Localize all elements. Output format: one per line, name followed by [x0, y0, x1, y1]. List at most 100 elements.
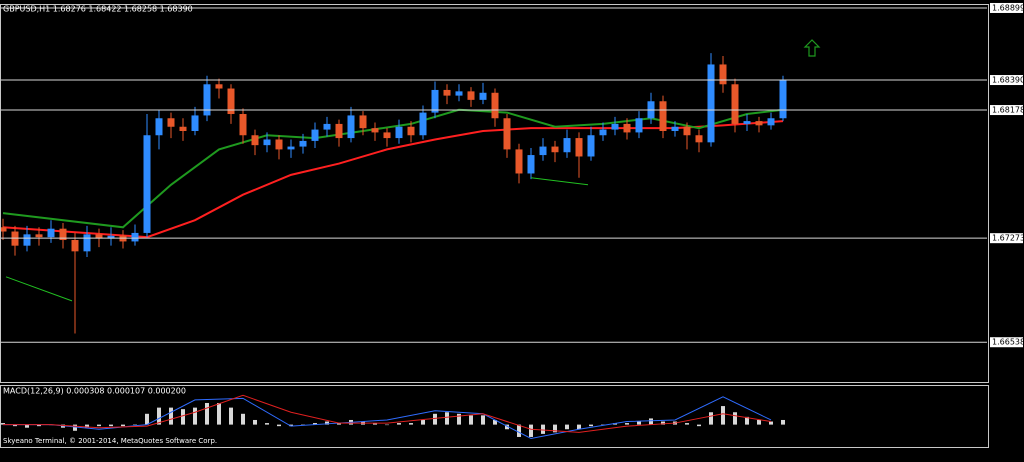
macd-bar [685, 423, 689, 425]
candle-body [215, 84, 223, 89]
macd-bar [745, 416, 749, 425]
macd-bar [157, 407, 161, 425]
candle-body [719, 64, 727, 85]
macd-line [3, 394, 772, 433]
candle-body [0, 227, 7, 232]
macd-bar [553, 424, 557, 433]
macd-bar [325, 421, 329, 425]
macd-bar [1, 423, 5, 425]
candle-body [179, 126, 187, 131]
macd-bar [457, 413, 461, 425]
candle-body [539, 146, 547, 156]
candle-body [491, 92, 499, 119]
candle-body [167, 118, 175, 127]
level-label-box [990, 75, 1023, 86]
candle-body [527, 155, 535, 174]
candle-body [227, 88, 235, 115]
candle-body [143, 135, 151, 233]
candle-body [659, 101, 667, 131]
candle-body [95, 234, 103, 239]
candle-body [503, 118, 511, 150]
level-label-box [990, 105, 1023, 116]
candle-body [287, 146, 295, 150]
candle-body [443, 89, 451, 96]
candle-body [191, 115, 199, 131]
macd-bar [661, 421, 665, 425]
macd-bar [469, 415, 473, 425]
macd-bar [37, 424, 41, 427]
macd-bar [229, 407, 233, 425]
level-label: 1.67273 [992, 234, 1024, 243]
macd-line [3, 396, 772, 440]
macd-bar [445, 412, 449, 425]
candle-body [695, 135, 703, 143]
candle-body [479, 92, 487, 100]
macd-bar [13, 424, 17, 427]
macd-bar [337, 423, 341, 425]
macd-bar [781, 419, 785, 425]
candle-body [431, 89, 439, 113]
candle-body [563, 138, 571, 153]
macd-bar [505, 424, 509, 430]
candle-body [311, 129, 319, 141]
candle-body [575, 138, 583, 157]
macd-bar [121, 424, 125, 427]
level-label: 1.68899 [992, 3, 1024, 12]
candle-body [347, 115, 355, 139]
macd-bar [757, 419, 761, 425]
candle-body [683, 126, 691, 136]
macd-bar [637, 421, 641, 425]
candle-body [731, 84, 739, 124]
macd-bar [169, 407, 173, 425]
candle-body [131, 232, 139, 242]
level-label: 1.68178 [992, 106, 1024, 115]
candle-body [371, 128, 379, 133]
candle-body [335, 123, 343, 139]
candle-body [239, 114, 247, 136]
macd-bar [721, 406, 725, 425]
candle-body [779, 80, 787, 119]
candle-body [419, 112, 427, 136]
macd-panel-frame [0, 385, 989, 448]
macd-bar [385, 424, 389, 426]
macd-bar [601, 424, 605, 426]
candle-body [671, 126, 679, 131]
macd-bar [217, 402, 221, 425]
candle-body [587, 135, 595, 157]
macd-bar [709, 412, 713, 425]
candle-body [743, 121, 751, 124]
macd-bar [697, 424, 701, 427]
candle-body [407, 126, 415, 136]
chart-title: GBPUSD,H1 1.68276 1.68422 1.68258 1.6839… [3, 5, 193, 14]
candle-body [275, 139, 283, 150]
macd-bar [313, 423, 317, 425]
candle-body [455, 91, 463, 96]
macd-bar [421, 419, 425, 425]
macd-bar [97, 424, 101, 427]
macd-bar [25, 424, 29, 428]
candle-body [467, 91, 475, 100]
macd-bar [433, 413, 437, 425]
candle-body [767, 118, 775, 126]
candle-body [59, 228, 67, 241]
level-label-box [990, 233, 1023, 244]
macd-bar [85, 424, 89, 428]
candle-body [707, 64, 715, 143]
macd-title: MACD(12,26,9) 0.000308 0.000107 0.000200 [3, 387, 186, 396]
candle-body [599, 129, 607, 136]
candle-body [23, 234, 31, 246]
candle-body [395, 126, 403, 139]
macd-bar [565, 424, 569, 430]
macd-bar [625, 423, 629, 425]
macd-bar [589, 424, 593, 427]
candle-body [551, 146, 559, 153]
trendline [5, 276, 73, 302]
macd-bar [577, 424, 581, 430]
macd-bar [373, 423, 377, 425]
macd-bar [493, 419, 497, 425]
buy-arrow [803, 39, 821, 57]
macd-bar [301, 424, 305, 426]
macd-bar [181, 409, 185, 425]
macd-bar [265, 423, 269, 425]
